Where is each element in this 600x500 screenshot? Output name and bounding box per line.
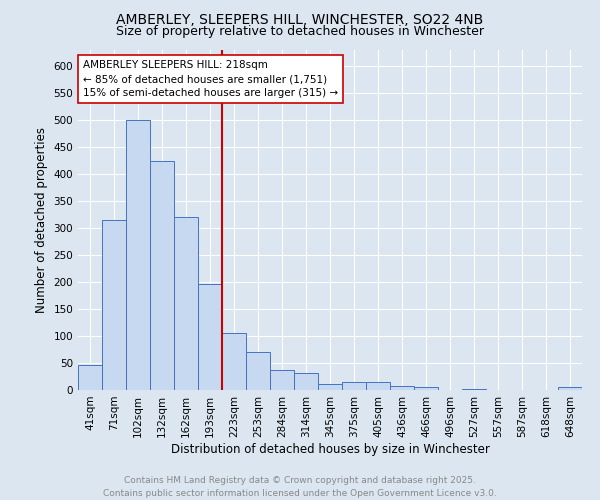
Bar [246, 352, 270, 390]
Bar [78, 365, 102, 390]
Bar [102, 220, 126, 390]
Text: AMBERLEY SLEEPERS HILL: 218sqm
← 85% of detached houses are smaller (1,751)
15% : AMBERLEY SLEEPERS HILL: 218sqm ← 85% of … [83, 60, 338, 98]
X-axis label: Distribution of detached houses by size in Winchester: Distribution of detached houses by size … [170, 442, 490, 456]
Bar [318, 384, 342, 390]
Bar [390, 386, 414, 390]
Y-axis label: Number of detached properties: Number of detached properties [35, 127, 48, 313]
Bar [222, 334, 246, 390]
Bar [126, 120, 150, 390]
Bar [366, 382, 390, 390]
Text: Contains HM Land Registry data © Crown copyright and database right 2025.
Contai: Contains HM Land Registry data © Crown c… [103, 476, 497, 498]
Bar [414, 388, 438, 390]
Bar [198, 284, 222, 390]
Text: AMBERLEY, SLEEPERS HILL, WINCHESTER, SO22 4NB: AMBERLEY, SLEEPERS HILL, WINCHESTER, SO2… [116, 12, 484, 26]
Bar [150, 160, 174, 390]
Bar [294, 374, 318, 390]
Bar [342, 382, 366, 390]
Text: Size of property relative to detached houses in Winchester: Size of property relative to detached ho… [116, 25, 484, 38]
Bar [174, 218, 198, 390]
Bar [558, 388, 582, 390]
Bar [270, 370, 294, 390]
